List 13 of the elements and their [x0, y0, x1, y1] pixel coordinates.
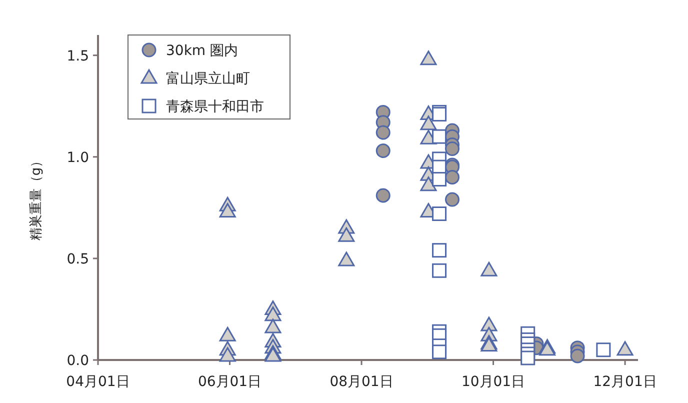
legend-label: 30km 圏内: [166, 43, 238, 59]
y-tick-label: 1.5: [66, 48, 89, 64]
x-tick-label: 08月01日: [330, 374, 394, 390]
legend-label: 青森県十和田市: [166, 99, 264, 115]
legend-label: 富山県立山町: [166, 71, 250, 87]
x-tick-label: 06月01日: [198, 374, 262, 390]
x-tick-label: 10月01日: [461, 374, 526, 390]
y-tick-label: 0.0: [66, 353, 89, 369]
x-tick-label: 12月01日: [593, 374, 657, 390]
y-axis-title: 精巣重量（g）: [29, 154, 44, 241]
y-tick-label: 1.0: [66, 150, 89, 166]
y-tick-label: 0.5: [66, 251, 89, 268]
x-tick-label: 04月01日: [66, 374, 130, 390]
